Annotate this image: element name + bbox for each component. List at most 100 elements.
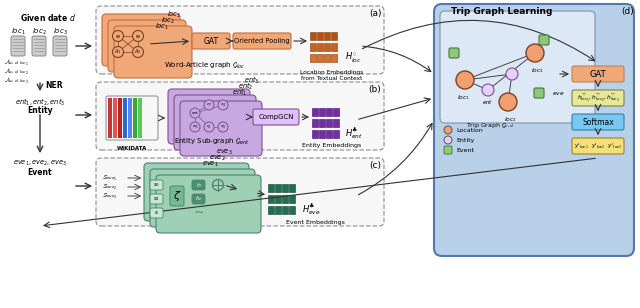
Text: $loc_2$: $loc_2$: [161, 16, 175, 26]
Circle shape: [190, 122, 200, 132]
Text: Location Embeddings
from Textual Context: Location Embeddings from Textual Context: [300, 70, 364, 81]
Bar: [268, 206, 274, 214]
Text: Trip Graph Learning: Trip Graph Learning: [451, 7, 553, 16]
Bar: [317, 32, 323, 40]
Bar: [333, 119, 339, 127]
Bar: [282, 195, 288, 203]
FancyBboxPatch shape: [253, 109, 299, 125]
Text: (b): (b): [369, 85, 381, 94]
Bar: [331, 54, 337, 62]
Text: ent: ent: [191, 111, 198, 115]
Text: $s_1$: $s_1$: [153, 195, 160, 203]
Text: $loc_1$: $loc_1$: [155, 22, 169, 32]
FancyBboxPatch shape: [168, 89, 250, 144]
Text: Trip Graph $\mathcal{G}_{c,d}$: Trip Graph $\mathcal{G}_{c,d}$: [466, 122, 514, 130]
Text: $loc_2$: $loc_2$: [31, 27, 46, 37]
Bar: [275, 195, 281, 203]
Text: Entity Embeddings: Entity Embeddings: [302, 143, 362, 148]
Bar: [113, 98, 117, 138]
Bar: [289, 195, 295, 203]
Text: (a): (a): [369, 9, 381, 18]
Bar: [310, 43, 316, 51]
FancyBboxPatch shape: [156, 175, 261, 233]
Text: $loc_3$: $loc_3$: [52, 27, 67, 37]
Bar: [282, 206, 288, 214]
Bar: [275, 206, 281, 214]
Text: Event Embeddings: Event Embeddings: [285, 220, 344, 225]
FancyBboxPatch shape: [539, 35, 549, 45]
Circle shape: [526, 44, 544, 62]
Circle shape: [456, 71, 474, 89]
Text: WIKIDATA: WIKIDATA: [117, 146, 147, 151]
Circle shape: [218, 100, 228, 110]
FancyBboxPatch shape: [572, 138, 624, 154]
Circle shape: [218, 122, 228, 132]
Bar: [118, 98, 122, 138]
FancyBboxPatch shape: [102, 14, 180, 66]
Text: $ent_3$: $ent_3$: [244, 75, 260, 86]
Circle shape: [113, 30, 124, 42]
Text: $ent_1, ent_2, ent_3$: $ent_1, ent_2, ent_3$: [15, 97, 65, 108]
Text: $e_7$: $e_7$: [206, 101, 212, 109]
Text: Location: Location: [456, 128, 483, 132]
Bar: [331, 43, 337, 51]
FancyBboxPatch shape: [192, 33, 230, 49]
Text: $H^{\clubsuit}_{eve}$: $H^{\clubsuit}_{eve}$: [302, 202, 321, 217]
Text: Given date $d$: Given date $d$: [20, 12, 76, 23]
Bar: [133, 98, 137, 138]
Bar: [324, 54, 330, 62]
Circle shape: [132, 47, 143, 58]
Bar: [324, 32, 330, 40]
FancyBboxPatch shape: [96, 6, 384, 74]
Text: $loc_2$: $loc_2$: [504, 115, 516, 124]
FancyBboxPatch shape: [440, 11, 595, 123]
Text: $eve_1, eve_2, eve_3$: $eve_1, eve_2, eve_3$: [13, 159, 67, 168]
Text: $s$: $s$: [154, 209, 159, 217]
Text: GAT: GAT: [204, 37, 219, 46]
FancyBboxPatch shape: [96, 158, 384, 226]
FancyBboxPatch shape: [170, 186, 184, 206]
Bar: [289, 206, 295, 214]
FancyBboxPatch shape: [449, 48, 459, 58]
Text: $loc_1$: $loc_1$: [457, 93, 469, 102]
Bar: [317, 43, 323, 51]
Text: $\zeta$: $\zeta$: [173, 189, 181, 203]
Text: $H^{\diamondsuit}_{loc}$: $H^{\diamondsuit}_{loc}$: [345, 51, 362, 65]
FancyBboxPatch shape: [192, 194, 205, 204]
Text: GAT: GAT: [589, 70, 606, 79]
Bar: [333, 108, 339, 116]
Circle shape: [113, 47, 124, 58]
Bar: [138, 98, 142, 138]
Text: $loc_1$: $loc_1$: [11, 27, 26, 37]
Text: Word-Article graph $\mathcal{G}_{loc}$: Word-Article graph $\mathcal{G}_{loc}$: [164, 61, 246, 71]
Text: $\mathcal{S}_{eve_3}$: $\mathcal{S}_{eve_3}$: [102, 191, 118, 201]
FancyBboxPatch shape: [108, 20, 186, 72]
Text: $\sim$: $\sim$: [191, 205, 205, 217]
Text: $eve_2$: $eve_2$: [209, 154, 225, 163]
Text: w: w: [116, 34, 120, 38]
Text: $w_1$: $w_1$: [191, 123, 198, 131]
FancyBboxPatch shape: [444, 146, 452, 154]
Text: Entity: Entity: [456, 137, 474, 143]
Text: $r_4$: $r_4$: [206, 123, 212, 131]
Text: $h_z$: $h_z$: [195, 195, 202, 204]
Text: $A_1$: $A_1$: [115, 47, 122, 56]
Text: $\mathcal{S}_{eve_1}$: $\mathcal{S}_{eve_1}$: [102, 173, 118, 183]
FancyBboxPatch shape: [180, 101, 262, 156]
FancyBboxPatch shape: [32, 36, 46, 56]
Text: $s_0$: $s_0$: [153, 181, 160, 189]
Text: $eve_3$: $eve_3$: [216, 148, 232, 157]
Text: Event: Event: [28, 168, 52, 177]
FancyBboxPatch shape: [174, 95, 256, 150]
Text: Oriented Pooling: Oriented Pooling: [234, 38, 290, 44]
Text: w: w: [136, 34, 140, 38]
Text: NER: NER: [45, 80, 63, 90]
FancyBboxPatch shape: [534, 88, 544, 98]
Bar: [331, 32, 337, 40]
Bar: [310, 32, 316, 40]
Text: $loc_3$: $loc_3$: [531, 66, 543, 75]
FancyBboxPatch shape: [572, 114, 624, 130]
Bar: [312, 119, 318, 127]
Text: $\mathcal{A}_{c,d,loc_1}$: $\mathcal{A}_{c,d,loc_1}$: [4, 58, 29, 68]
Text: Event: Event: [456, 148, 474, 152]
